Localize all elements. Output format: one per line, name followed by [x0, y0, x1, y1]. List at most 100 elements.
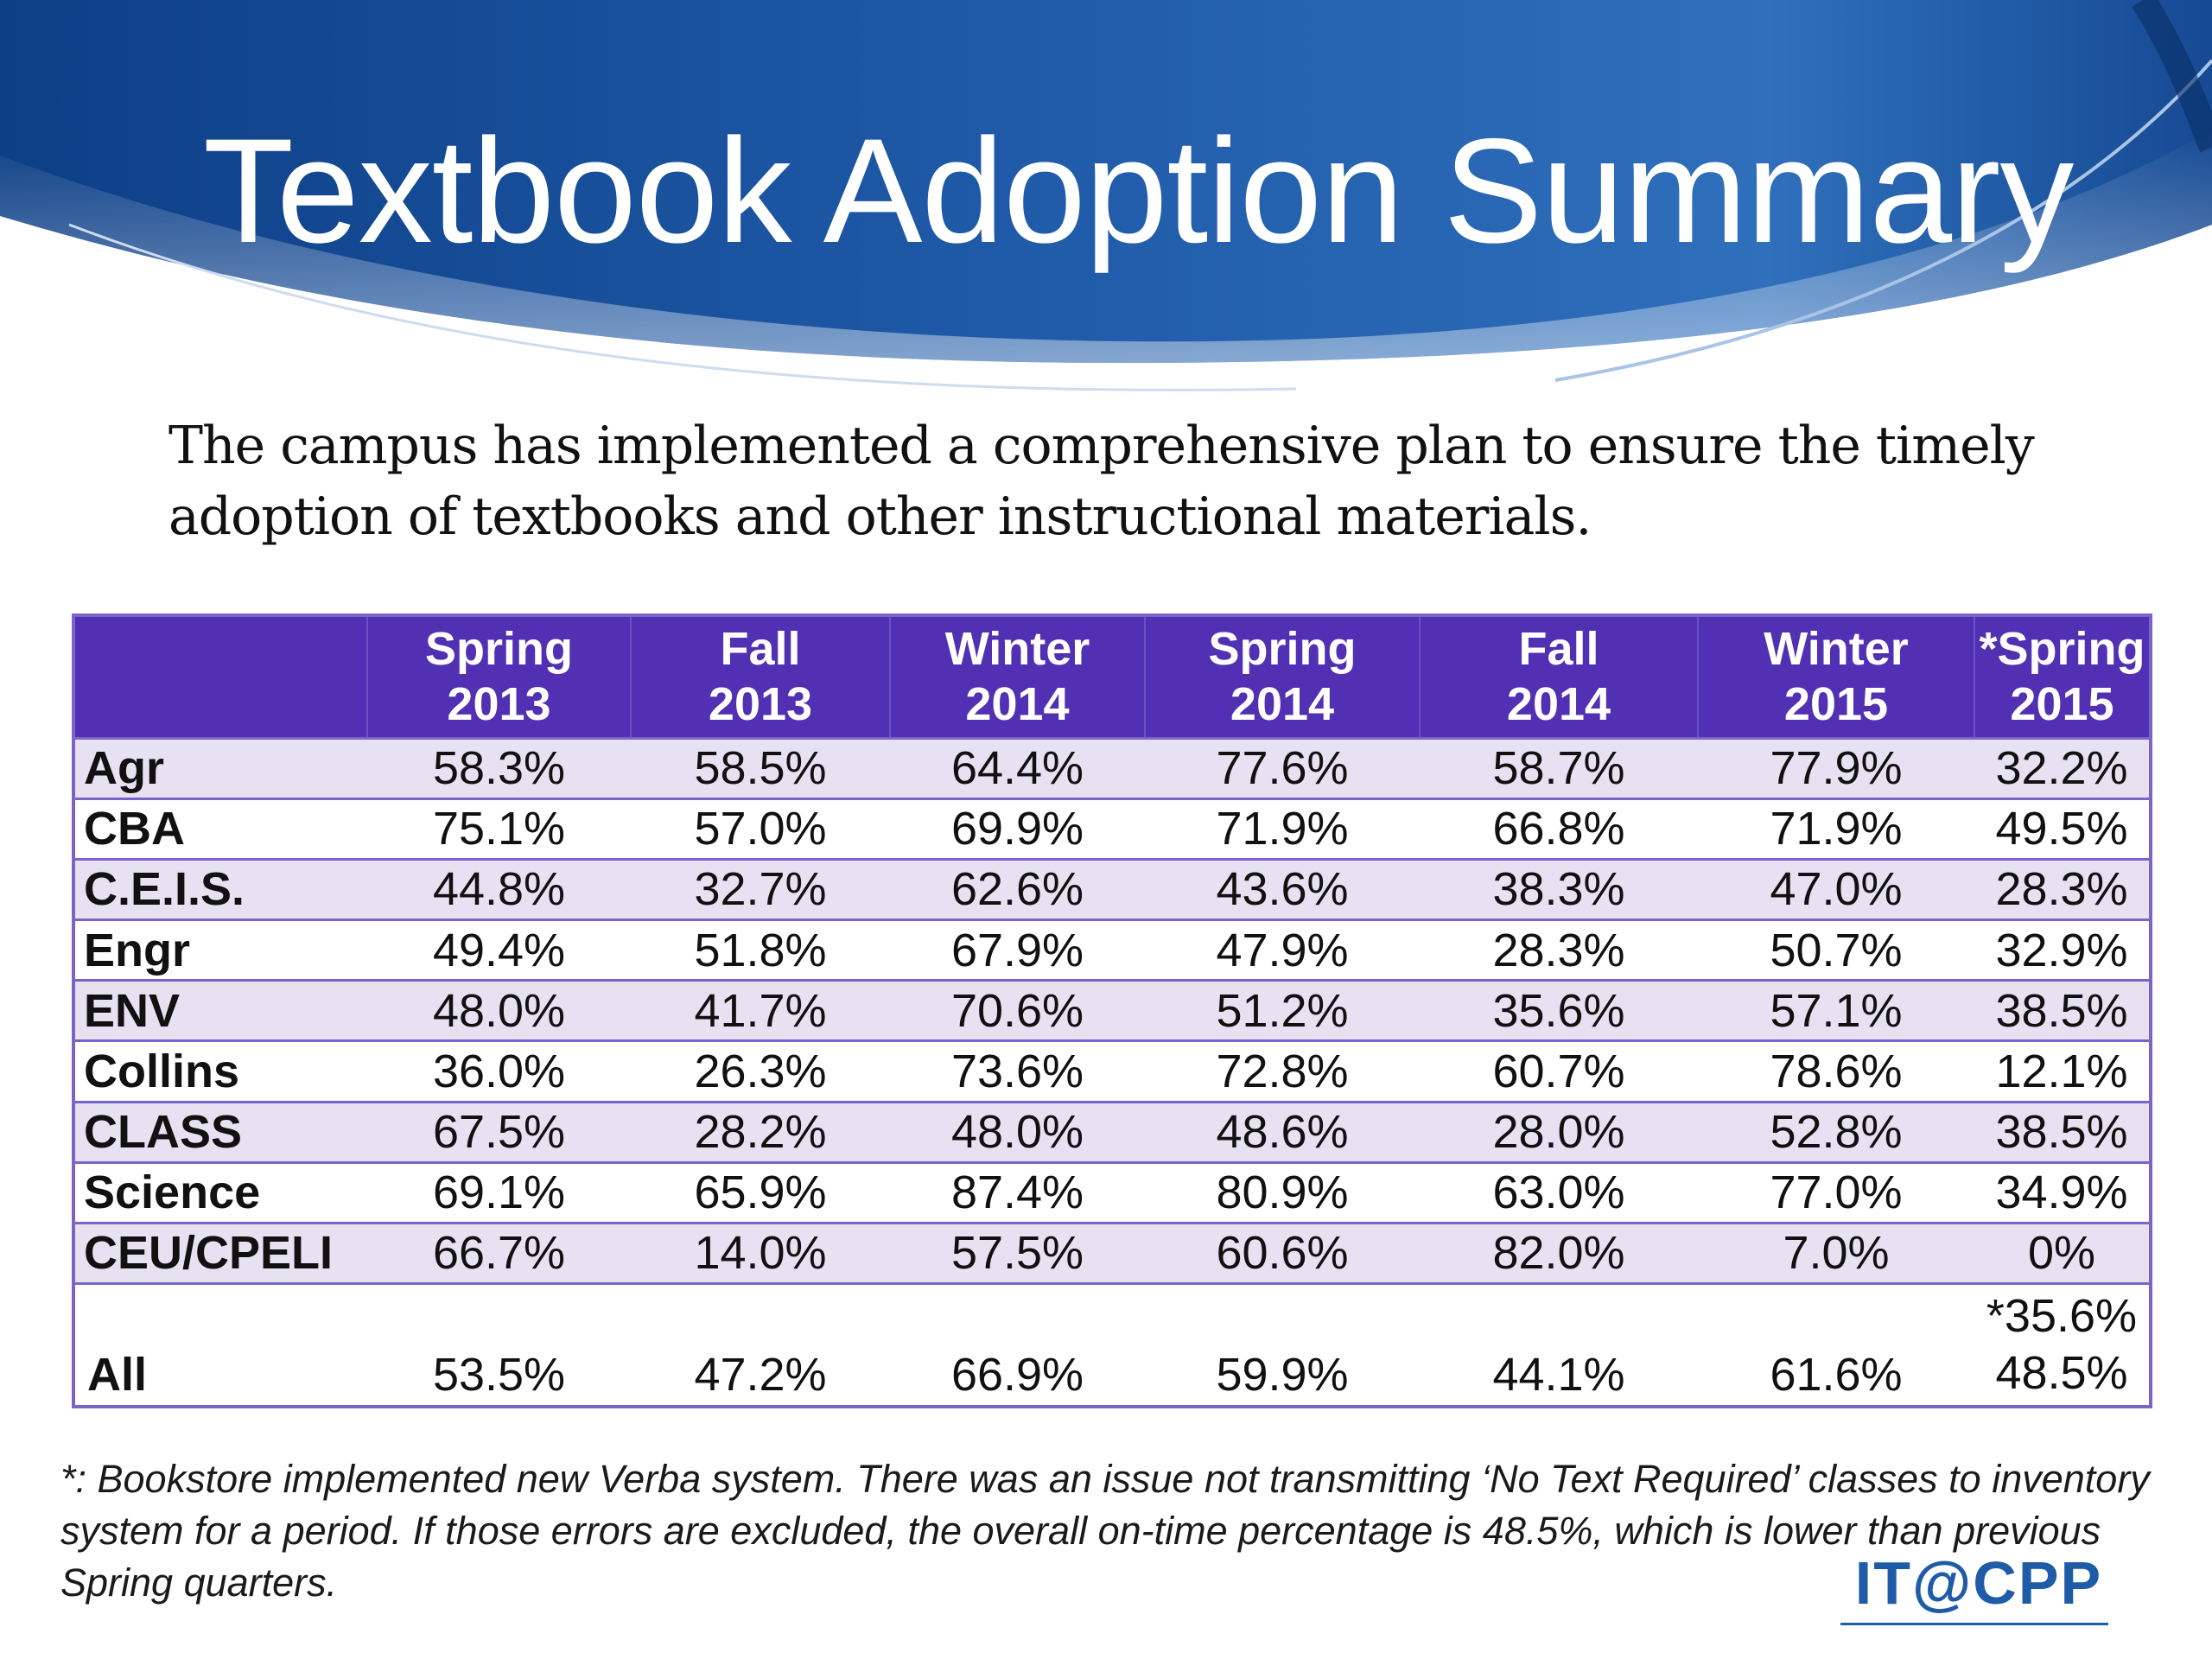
table-row: Agr 58.3% 58.5% 64.4% 77.6% 58.7% 77.9% …: [75, 736, 2149, 799]
table-cell: 49.4%: [367, 918, 631, 981]
header-corner: [75, 617, 367, 738]
table-cell: 77.0%: [1698, 1160, 1974, 1224]
table-cell: 77.9%: [1698, 736, 1974, 799]
table-cell: 57.5%: [890, 1221, 1145, 1284]
table-cell: 48.0%: [367, 979, 631, 1041]
table-cell: 32.2%: [1974, 736, 2149, 799]
table-cell: 64.4%: [890, 736, 1145, 799]
table-row: Engr 49.4% 51.8% 67.9% 47.9% 28.3% 50.7%…: [75, 918, 2149, 981]
table-cell: 38.3%: [1420, 857, 1698, 920]
table-total-row: All 53.5% 47.2% 66.9% 59.9% 44.1% 61.6% …: [75, 1282, 2149, 1405]
logo-text: IT@CPP: [1854, 1549, 2103, 1617]
college-name-all: All: [75, 1282, 367, 1405]
header-spring-2013: Spring 2013: [366, 617, 631, 738]
table-cell: 28.3%: [1420, 918, 1698, 981]
table-cell: 12.1%: [1974, 1039, 2149, 1103]
college-name: C.E.I.S.: [75, 857, 367, 920]
table-cell: 50.7%: [1698, 918, 1974, 981]
table-cell: 71.9%: [1145, 797, 1420, 860]
table-cell: 59.9%: [1145, 1282, 1420, 1405]
table-cell: 71.9%: [1698, 797, 1974, 860]
header-winter-2015: Winter 2015: [1697, 617, 1974, 738]
table-cell: 72.8%: [1145, 1039, 1420, 1103]
table-cell: 28.0%: [1420, 1100, 1698, 1163]
table-cell: 47.2%: [631, 1282, 890, 1405]
table-cell: 49.5%: [1974, 797, 2149, 860]
table-cell-stacked: *35.6% 48.5%: [1974, 1282, 2149, 1405]
table-cell: 53.5%: [367, 1282, 631, 1405]
header-band: [0, 0, 2212, 391]
excluded-errors-value: 48.5%: [1995, 1347, 2128, 1399]
table-cell: 47.0%: [1698, 857, 1974, 920]
table-cell: 41.7%: [631, 979, 890, 1041]
table-cell: 51.8%: [631, 918, 890, 981]
college-name: Collins: [75, 1039, 367, 1103]
table-cell: 36.0%: [367, 1039, 631, 1103]
header-spring-2014: Spring 2014: [1144, 617, 1420, 738]
table-cell: 51.2%: [1145, 979, 1420, 1041]
table-cell: 28.3%: [1974, 857, 2149, 920]
table-cell: 57.0%: [631, 797, 890, 860]
adoption-table-container: Spring 2013 Fall 2013 Winter 2014 Spring 201…: [72, 613, 2152, 1408]
table-cell: 32.9%: [1974, 918, 2149, 981]
table-cell: 32.7%: [631, 857, 890, 920]
header-spring-2015: *Spring 2015: [1974, 617, 2149, 738]
table-cell: 47.9%: [1145, 918, 1420, 981]
table-cell: 67.5%: [367, 1100, 631, 1163]
table-cell: 69.9%: [890, 797, 1145, 860]
table-cell: 14.0%: [631, 1221, 890, 1284]
table-cell: 44.8%: [367, 857, 631, 920]
header-winter-2014: Winter 2014: [889, 617, 1145, 738]
table-cell: 80.9%: [1145, 1160, 1420, 1224]
table-cell: 66.8%: [1420, 797, 1698, 860]
logo-underline: [1840, 1623, 2108, 1625]
table-cell: 66.9%: [890, 1282, 1145, 1405]
it-cpp-logo: IT@CPP: [1840, 1548, 2108, 1626]
table-cell: 48.6%: [1145, 1100, 1420, 1163]
table-cell: 44.1%: [1420, 1282, 1698, 1405]
table-row: ENV 48.0% 41.7% 70.6% 51.2% 35.6% 57.1% …: [75, 979, 2149, 1041]
table-row: CEU/CPELI 66.7% 14.0% 57.5% 60.6% 82.0% …: [75, 1221, 2149, 1284]
table-cell: 69.1%: [367, 1160, 631, 1224]
table-cell: 34.9%: [1974, 1160, 2149, 1224]
table-cell: 73.6%: [890, 1039, 1145, 1103]
table-cell: 57.1%: [1698, 979, 1974, 1041]
table-cell: 48.0%: [890, 1100, 1145, 1163]
table-cell: 78.6%: [1698, 1039, 1974, 1103]
table-cell: 26.3%: [631, 1039, 890, 1103]
table-row: Collins 36.0% 26.3% 73.6% 72.8% 60.7% 78…: [75, 1039, 2149, 1103]
table-row: C.E.I.S. 44.8% 32.7% 62.6% 43.6% 38.3% 4…: [75, 857, 2149, 920]
table-cell: 62.6%: [890, 857, 1145, 920]
table-row: Science 69.1% 65.9% 87.4% 80.9% 63.0% 77…: [75, 1160, 2149, 1224]
college-name: ENV: [75, 979, 367, 1041]
footnote: *: Bookstore implemented new Verba syste…: [60, 1457, 2150, 1605]
table-cell: 65.9%: [631, 1160, 890, 1224]
table-cell: 75.1%: [367, 797, 631, 860]
college-name: Agr: [75, 736, 367, 799]
college-name: Science: [75, 1160, 367, 1224]
adoption-table: Spring 2013 Fall 2013 Winter 2014 Spring 201…: [75, 617, 2149, 1405]
table-row: CBA 75.1% 57.0% 69.9% 71.9% 66.8% 71.9% …: [75, 797, 2149, 860]
college-name: CEU/CPELI: [75, 1221, 367, 1284]
table-cell: 43.6%: [1145, 857, 1420, 920]
table-cell: 35.6%: [1420, 979, 1698, 1041]
college-name: CLASS: [75, 1100, 367, 1163]
table-cell: 61.6%: [1698, 1282, 1974, 1405]
table-cell: 67.9%: [890, 918, 1145, 981]
table-cell: 82.0%: [1420, 1221, 1698, 1284]
college-name: CBA: [75, 797, 367, 860]
college-name: Engr: [75, 918, 367, 981]
table-cell: 58.5%: [631, 736, 890, 799]
table-cell: 60.7%: [1420, 1039, 1698, 1103]
header-fall-2014: Fall 2014: [1419, 617, 1698, 738]
table-cell: 58.7%: [1420, 736, 1698, 799]
table-cell: 28.2%: [631, 1100, 890, 1163]
table-row: CLASS 67.5% 28.2% 48.0% 48.6% 28.0% 52.8…: [75, 1100, 2149, 1163]
table-cell: 63.0%: [1420, 1160, 1698, 1224]
table-cell: 38.5%: [1974, 1100, 2149, 1163]
table-cell: 60.6%: [1145, 1221, 1420, 1284]
table-cell: 38.5%: [1974, 979, 2149, 1041]
table-cell: 52.8%: [1698, 1100, 1974, 1163]
slide-title: Textbook Adoption Summary: [203, 108, 2074, 274]
